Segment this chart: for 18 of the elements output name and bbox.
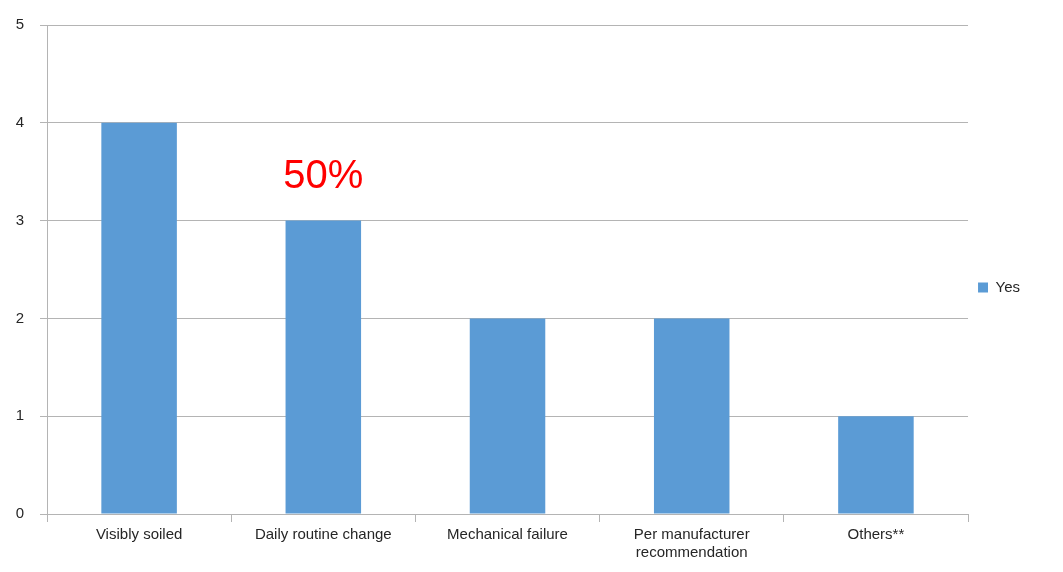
y-tick-label: 5 bbox=[15, 15, 24, 33]
x-tick-label: Mechanical failure bbox=[447, 525, 568, 543]
bar bbox=[838, 416, 914, 514]
y-tick-label: 0 bbox=[15, 504, 24, 522]
x-tick-label: Per manufacturer recommendation bbox=[633, 525, 750, 561]
y-tick-label: 1 bbox=[15, 406, 24, 424]
y-tick-label: 2 bbox=[15, 308, 24, 326]
bar bbox=[285, 220, 362, 514]
annotation: 50% bbox=[283, 151, 364, 196]
x-tick-label: Others** bbox=[847, 525, 905, 543]
bar bbox=[101, 122, 177, 514]
x-tick-label: Visibly soiled bbox=[95, 525, 183, 543]
bar bbox=[653, 318, 730, 514]
x-tick-label: Daily routine change bbox=[254, 525, 392, 543]
y-tick-label: 4 bbox=[15, 112, 24, 130]
y-tick-label: 3 bbox=[15, 210, 24, 228]
legend-label: Yes bbox=[995, 277, 1021, 295]
bar bbox=[469, 318, 546, 514]
